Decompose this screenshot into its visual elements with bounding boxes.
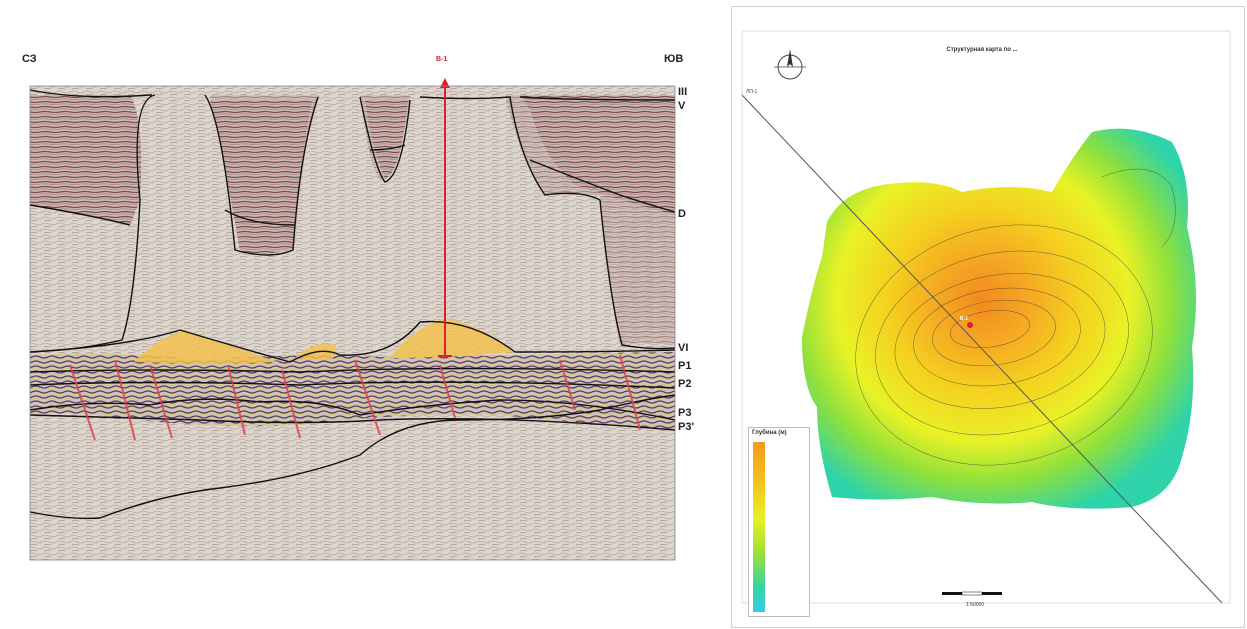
well-label: В-1 [436, 56, 448, 63]
horizon-label-p3: P3 [678, 407, 692, 419]
scale-bar-graphic [942, 591, 1002, 596]
map-well-label: В-1 [960, 316, 969, 322]
north-arrow [774, 49, 806, 80]
legend-title: Глубина (м) [752, 430, 787, 436]
left-direction-label: СЗ [22, 53, 37, 65]
right-direction-label: ЮВ [664, 53, 684, 65]
horizon-label-p2: P2 [678, 378, 692, 390]
scale-bar: 1:50000 [932, 589, 1032, 609]
horizon-label-vi: VI [678, 342, 689, 354]
scale-label: 1:50000 [966, 602, 985, 608]
horizon-label-p1: P1 [678, 360, 692, 372]
profile-label: ЛП-1 [746, 89, 758, 95]
horizon-label-v: V [678, 100, 686, 112]
horizon-label-p3-prime: P3' [678, 421, 695, 433]
seismic-section: СЗ ЮВ В-1 [22, 53, 695, 561]
depth-legend: Глубина (м) [748, 427, 810, 617]
structure-map: Структурная карта по ... [731, 6, 1245, 628]
map-title: Структурная карта по ... [946, 47, 1018, 53]
legend-colorbar [753, 442, 765, 612]
contour-map [741, 30, 1231, 604]
horizon-label-d: D [678, 208, 686, 220]
seismic-image [29, 78, 676, 561]
horizon-label-iii: III [678, 86, 688, 98]
